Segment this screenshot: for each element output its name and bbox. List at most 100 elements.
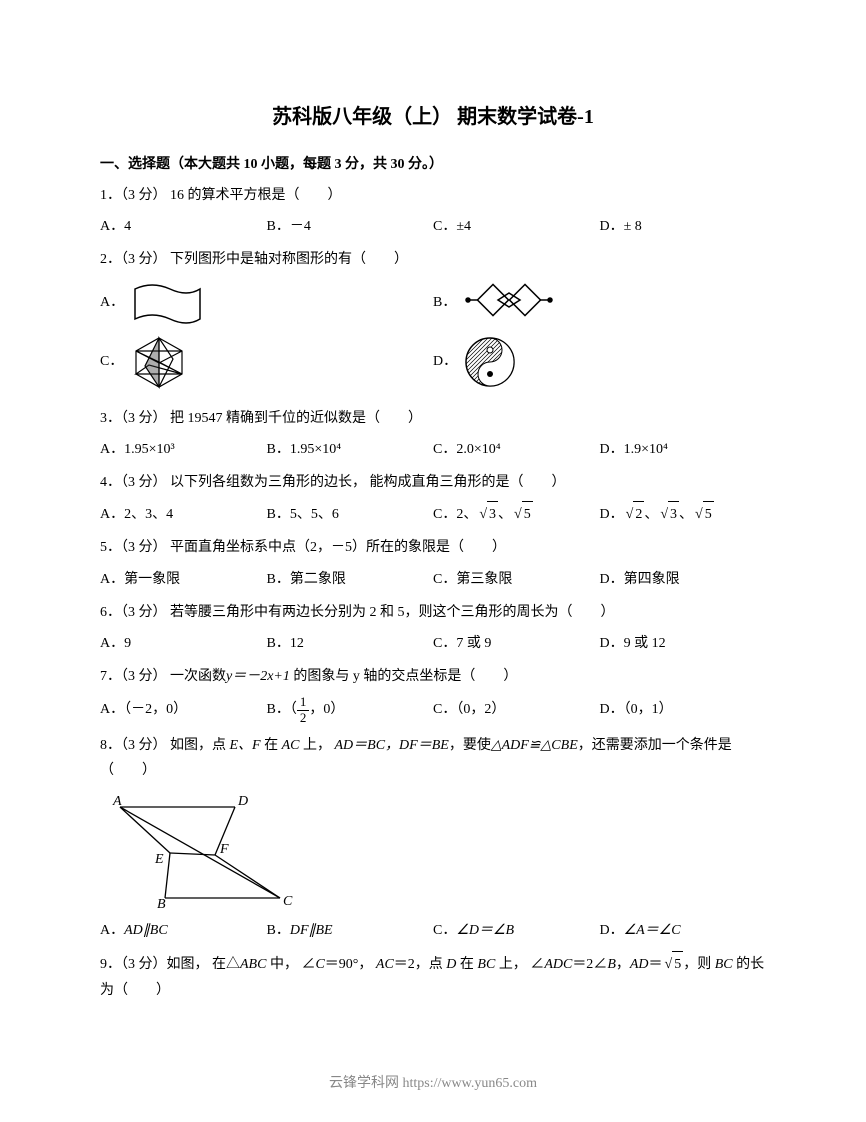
sqrt-3-icon: 3 bbox=[477, 501, 498, 527]
q7-choice-d: D．（0，1） bbox=[600, 695, 767, 725]
q9-c: C bbox=[315, 957, 324, 972]
sqrt-5c-icon: 5 bbox=[663, 951, 684, 977]
q2-b-label: B． bbox=[433, 290, 456, 315]
fig-label-d: D bbox=[237, 794, 248, 809]
q3-choices: A．1.95×10³ B．1.95×10⁴ C．2.0×10⁴ D．1.9×10… bbox=[100, 437, 766, 462]
q2-choice-d: D． bbox=[433, 335, 766, 390]
q5-choice-c: C．第三象限 bbox=[433, 567, 600, 592]
flag-shape-icon bbox=[130, 279, 205, 327]
page-footer: 云锋学科网 https://www.yun65.com bbox=[0, 1072, 866, 1092]
q8-b-val: DF∥BE bbox=[290, 918, 333, 943]
q8-m2: 上， bbox=[300, 738, 335, 753]
question-4: 4．（3 分） 以下列各组数为三角形的边长， 能构成直角三角形的是（ ） A．2… bbox=[100, 470, 766, 527]
q3-choice-d: D．1.9×10⁴ bbox=[600, 437, 767, 462]
q4-choice-c: C．2、3、5 bbox=[433, 501, 600, 527]
hexagon-spiral-icon bbox=[129, 335, 189, 390]
question-7: 7．（3 分） 一次函数y＝－2x+1 的图象与 y 轴的交点坐标是（ ） A．… bbox=[100, 664, 766, 725]
q8-choice-c: C．∠D＝∠B bbox=[433, 918, 600, 943]
q7-choice-a: A．（－2，0） bbox=[100, 695, 267, 725]
q5-stem: 5．（3 分） 平面直角坐标系中点（2，－5）所在的象限是（ ） bbox=[100, 535, 766, 560]
q9-m3: ＝2，点 bbox=[394, 957, 447, 972]
q8-pre: 8．（3 分） 如图，点 bbox=[100, 738, 230, 753]
q7-stem: 7．（3 分） 一次函数y＝－2x+1 的图象与 y 轴的交点坐标是（ ） bbox=[100, 664, 766, 689]
q8-m1: 在 bbox=[261, 738, 282, 753]
question-2: 2．（3 分） 下列图形中是轴对称图形的有（ ） A． B． bbox=[100, 247, 766, 397]
q9-m8: ＝ bbox=[649, 957, 663, 972]
q6-choice-b: B．12 bbox=[267, 631, 434, 656]
q8-d-val: ∠A＝∠C bbox=[624, 918, 681, 943]
q6-choice-a: A．9 bbox=[100, 631, 267, 656]
q9-stem: 9．（3 分）如图， 在△ABC 中， ∠C＝90°， AC＝2，点 D 在 B… bbox=[100, 951, 766, 1002]
question-5: 5．（3 分） 平面直角坐标系中点（2，－5）所在的象限是（ ） A．第一象限 … bbox=[100, 535, 766, 591]
fig-label-b: B bbox=[157, 897, 166, 908]
q7-choice-b: B．（12，0） bbox=[267, 695, 434, 725]
fraction-half-icon: 12 bbox=[297, 695, 310, 725]
fig-label-a: A bbox=[112, 794, 122, 809]
q9-m5: 上， ∠ bbox=[495, 957, 544, 972]
question-8: 8．（3 分） 如图，点 E、F 在 AC 上， AD＝BC，DF＝BE，要使△… bbox=[100, 733, 766, 944]
q8-c-pre: C． bbox=[433, 918, 456, 943]
q9-m4: 在 bbox=[456, 957, 477, 972]
q2-d-label: D． bbox=[433, 349, 457, 374]
q1-choice-c: C．±4 bbox=[433, 214, 600, 239]
yinyang-circle-icon bbox=[463, 335, 518, 390]
q2-stem: 2．（3 分） 下列图形中是轴对称图形的有（ ） bbox=[100, 247, 766, 272]
q4-d-mid1: 、 bbox=[644, 502, 658, 527]
q8-b-pre: B． bbox=[267, 918, 290, 943]
q9-ad: AD bbox=[630, 957, 649, 972]
q4-choice-b: B．5、5、6 bbox=[267, 501, 434, 527]
q8-a-pre: A． bbox=[100, 918, 124, 943]
q2-choice-c: C． bbox=[100, 335, 433, 390]
fig-label-f: F bbox=[219, 842, 229, 857]
q5-choice-d: D．第四象限 bbox=[600, 567, 767, 592]
q5-choices: A．第一象限 B．第二象限 C．第三象限 D．第四象限 bbox=[100, 567, 766, 592]
diamond-pattern-icon bbox=[462, 283, 557, 323]
q4-choice-d: D．2、3、5 bbox=[600, 501, 767, 527]
q9-bc2: BC bbox=[715, 957, 733, 972]
q4-choices: A．2、3、4 B．5、5、6 C．2、3、5 D．2、3、5 bbox=[100, 501, 766, 527]
q1-choice-d: D．± 8 bbox=[600, 214, 767, 239]
q8-a-val: AD∥BC bbox=[124, 918, 168, 943]
q6-choice-c: C．7 或 9 bbox=[433, 631, 600, 656]
q9-m6: ＝2∠ bbox=[572, 957, 607, 972]
q6-choice-d: D．9 或 12 bbox=[600, 631, 767, 656]
sqrt-5b-icon: 5 bbox=[693, 501, 714, 527]
q2-choice-b: B． bbox=[433, 279, 766, 327]
q7-stem-pre: 7．（3 分） 一次函数 bbox=[100, 669, 226, 684]
q3-stem: 3．（3 分） 把 19547 精确到千位的近似数是（ ） bbox=[100, 406, 766, 431]
fig-label-e: E bbox=[154, 852, 164, 867]
q7-stem-post: 的图象与 y 轴的交点坐标是（ ） bbox=[290, 669, 518, 684]
q9-m1: 中， ∠ bbox=[266, 957, 315, 972]
q5-choice-b: B．第二象限 bbox=[267, 567, 434, 592]
q1-choices: A．4 B．－4 C．±4 D．± 8 bbox=[100, 214, 766, 239]
q8-m3: ，要使 bbox=[449, 738, 491, 753]
q9-d: D bbox=[446, 957, 456, 972]
q6-stem: 6．（3 分） 若等腰三角形中有两边长分别为 2 和 5，则这个三角形的周长为（… bbox=[100, 600, 766, 625]
q9-m7: ， bbox=[616, 957, 630, 972]
question-3: 3．（3 分） 把 19547 精确到千位的近似数是（ ） A．1.95×10³… bbox=[100, 406, 766, 462]
q9-m2: ＝90°， bbox=[325, 957, 376, 972]
q4-c-pre: C．2、 bbox=[433, 502, 477, 527]
question-1: 1．（3 分） 16 的算术平方根是（ ） A．4 B．－4 C．±4 D．± … bbox=[100, 183, 766, 239]
q2-choice-a: A． bbox=[100, 279, 433, 327]
q4-stem: 4．（3 分） 以下列各组数为三角形的边长， 能构成直角三角形的是（ ） bbox=[100, 470, 766, 495]
q2-c-label: C． bbox=[100, 349, 123, 374]
question-9: 9．（3 分）如图， 在△ABC 中， ∠C＝90°， AC＝2，点 D 在 B… bbox=[100, 951, 766, 1002]
q9-adc: ADC bbox=[544, 957, 572, 972]
q2-choices: A． B． bbox=[100, 279, 766, 398]
q4-d-pre: D． bbox=[600, 502, 624, 527]
q8-d-pre: D． bbox=[600, 918, 624, 943]
q3-choice-a: A．1.95×10³ bbox=[100, 437, 267, 462]
q7-b-post: ，0） bbox=[309, 697, 344, 722]
q8-stem: 8．（3 分） 如图，点 E、F 在 AC 上， AD＝BC，DF＝BE，要使△… bbox=[100, 733, 766, 783]
q7-choices: A．（－2，0） B．（12，0） C．（0，2） D．（0，1） bbox=[100, 695, 766, 725]
sqrt-2-icon: 2 bbox=[624, 501, 645, 527]
q8-choice-d: D．∠A＝∠C bbox=[600, 918, 767, 943]
q9-ac: AC bbox=[376, 957, 394, 972]
q9-abc: ABC bbox=[240, 957, 266, 972]
q8-ac: AC bbox=[282, 738, 300, 753]
q4-d-mid2: 、 bbox=[679, 502, 693, 527]
question-6: 6．（3 分） 若等腰三角形中有两边长分别为 2 和 5，则这个三角形的周长为（… bbox=[100, 600, 766, 656]
q7-func: y＝－2x+1 bbox=[226, 669, 290, 684]
q4-c-mid: 、 bbox=[498, 502, 512, 527]
